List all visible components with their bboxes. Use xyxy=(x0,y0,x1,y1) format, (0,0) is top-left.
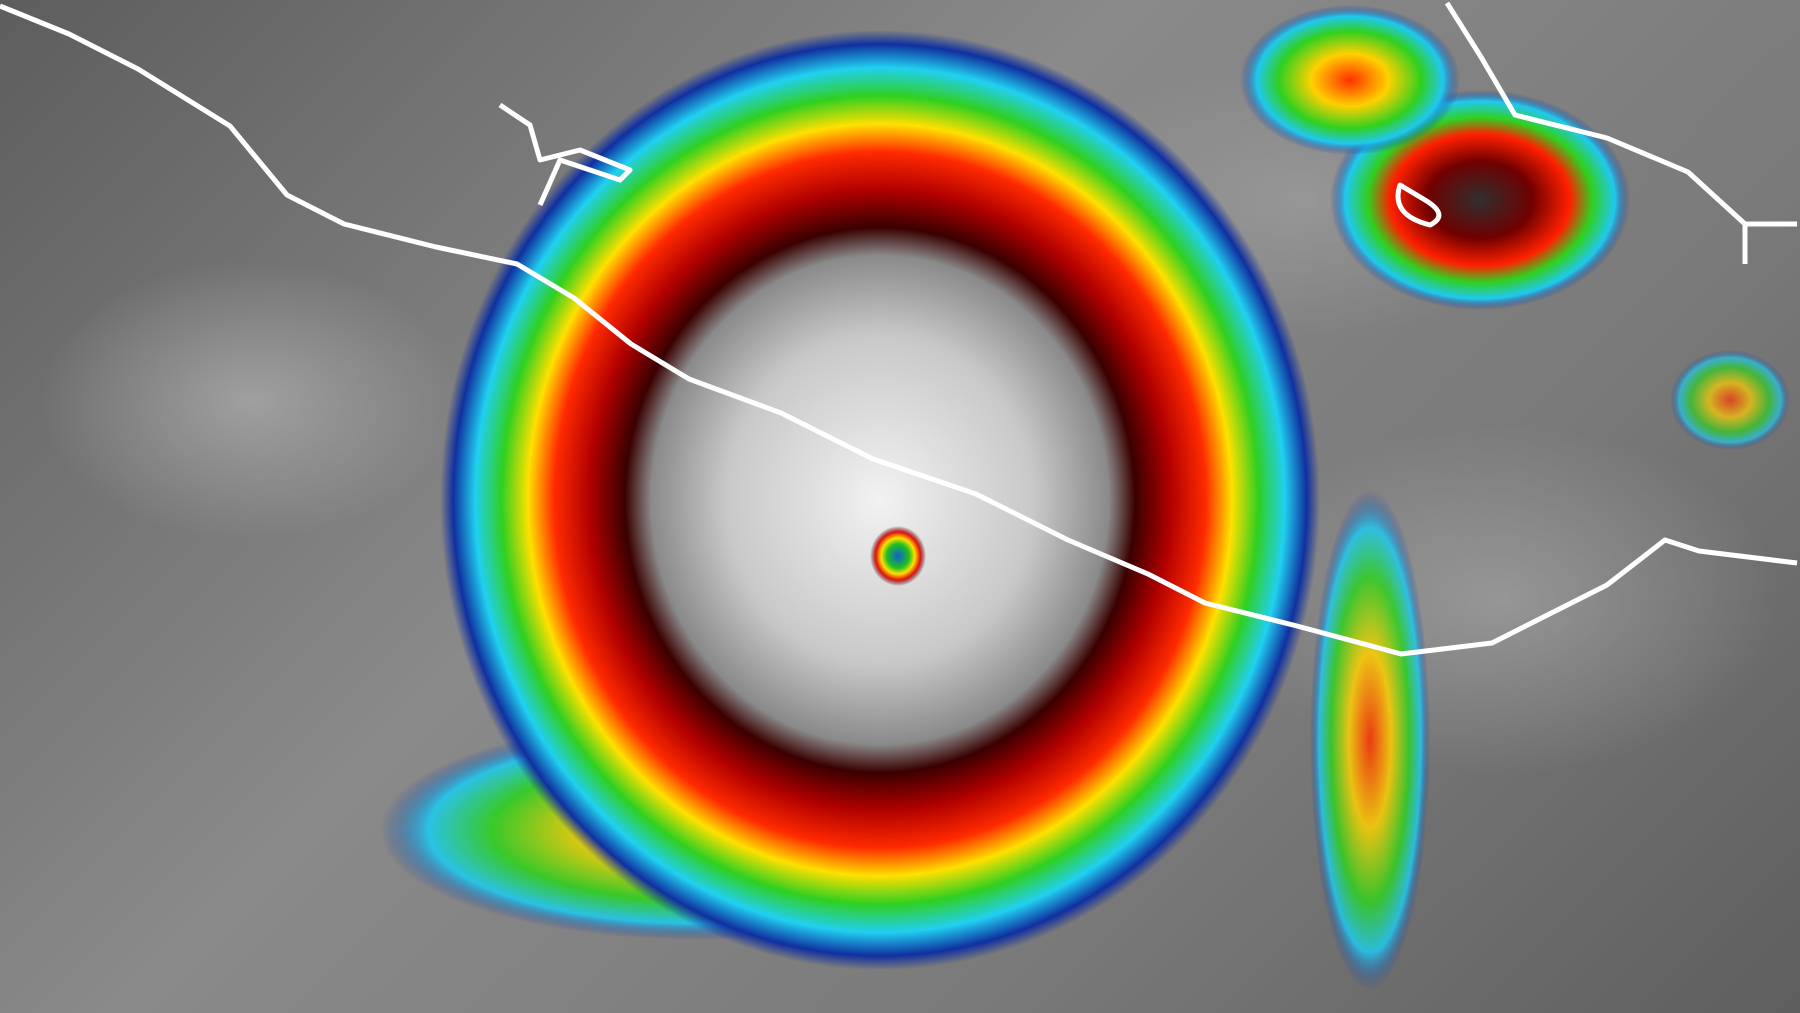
spiral-band xyxy=(1310,490,1430,990)
storm-cell xyxy=(1670,350,1790,450)
coastline-island xyxy=(1395,182,1442,228)
coastline-lagoon xyxy=(498,102,633,207)
storm-cell xyxy=(1330,90,1630,310)
storm-cell xyxy=(1240,5,1460,155)
coastline xyxy=(0,1,1798,657)
coastline-main xyxy=(0,3,1798,657)
eye xyxy=(870,526,926,586)
hurricane-cloud xyxy=(440,30,1320,970)
